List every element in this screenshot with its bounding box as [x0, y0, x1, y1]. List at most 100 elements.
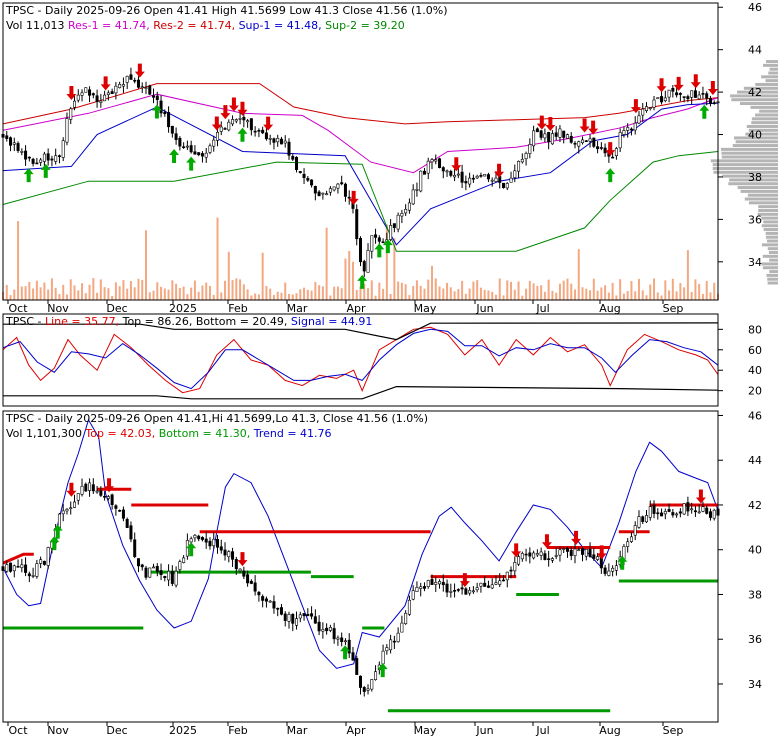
trend-candle-body: [422, 586, 426, 589]
trend-candle-body: [637, 516, 641, 528]
down-arrow-marker: [690, 74, 701, 89]
trend-candle-body: [31, 575, 35, 577]
x-tick-label: Jun: [475, 302, 493, 315]
down-arrow-marker: [605, 142, 616, 157]
price-candle-body: [219, 126, 223, 132]
x-tick-label: Feb: [228, 302, 247, 315]
up-arrow-marker: [382, 239, 393, 254]
trend-candle-body: [434, 582, 438, 585]
price-candle-body: [268, 138, 272, 140]
trend-candle-body: [276, 607, 280, 610]
volume-bar: [269, 288, 272, 300]
price-candle-body: [441, 167, 445, 172]
trend-candle-body: [246, 574, 250, 584]
price-candle-body: [27, 156, 31, 159]
trend-candle-body: [69, 507, 73, 510]
volume-bar: [107, 288, 110, 300]
trend-candle-body: [690, 508, 694, 511]
volume-bar: [235, 278, 238, 300]
trend-candle-body: [279, 607, 283, 615]
volume-bar: [24, 286, 27, 300]
volume-bar: [709, 292, 712, 300]
volume-bar: [566, 278, 569, 300]
price-candle-body: [565, 134, 569, 139]
y-tick-label: 46: [748, 409, 762, 422]
price-candle-body: [656, 97, 660, 100]
price-candle-body: [374, 234, 378, 238]
volume-profile-bar: [733, 136, 778, 140]
volume-bar: [585, 288, 588, 300]
volume-bar: [212, 294, 215, 300]
up-arrow-marker: [40, 163, 51, 178]
volume-bar: [321, 286, 324, 300]
legend-entry: Top = 86.26,: [119, 315, 192, 328]
x-tick-label: Dec: [106, 724, 127, 737]
volume-bar: [532, 283, 535, 300]
volume-bar: [415, 280, 418, 300]
price-candle-body: [189, 145, 193, 153]
x-tick-label: Jul: [535, 302, 549, 315]
trend-candle-body: [483, 582, 487, 587]
down-arrow-marker: [494, 163, 505, 178]
volume-bar: [148, 292, 151, 300]
price-candle-body: [125, 75, 129, 83]
trend-candle-body: [411, 590, 415, 600]
down-arrow-marker: [596, 545, 607, 560]
legend-entry: Res-1 = 41.74,: [64, 19, 149, 32]
price-candle-body: [430, 159, 434, 163]
x-tick-label: Dec: [106, 302, 127, 315]
chart-title-text: TPSC - Daily 2025-09-26 Open 41.41,Hi 41…: [5, 412, 428, 425]
volume-bar: [355, 290, 358, 300]
down-arrow-marker: [100, 76, 111, 91]
x-tick-label: Sep: [663, 302, 684, 315]
price-candle-body: [445, 170, 449, 173]
volume-profile-bar: [763, 220, 778, 224]
trend-candle-body: [118, 510, 122, 512]
x-tick-label: Mar: [287, 724, 308, 737]
trend-candle-body: [400, 622, 404, 633]
trend-candle-body: [607, 570, 611, 576]
volume-profile-bar: [757, 212, 778, 216]
volume-bar: [99, 279, 102, 300]
volume-profile-bar: [728, 182, 778, 186]
volume-bar: [336, 286, 339, 300]
x-tick-label: Oct: [8, 724, 28, 737]
trend-candle-body: [596, 556, 600, 560]
y-tick-label: 80: [748, 323, 762, 336]
trend-candle-body: [302, 613, 306, 617]
volume-bar: [713, 282, 716, 300]
trend-candle-body: [5, 564, 9, 572]
price-candle-body: [174, 133, 178, 140]
price-candle-body: [629, 128, 633, 131]
volume-bar: [314, 281, 317, 300]
panel-frame-2: [2, 313, 719, 407]
trend-candle-body: [65, 508, 69, 512]
trend-candle-body: [39, 559, 43, 564]
price-candle-body: [114, 85, 118, 94]
price-candle-body: [257, 130, 261, 132]
price-candle-body: [42, 153, 46, 162]
y-tick-label: 34: [748, 678, 762, 691]
volume-profile-bar: [751, 117, 778, 121]
trend-candle-body: [490, 584, 494, 589]
price-candle-body: [471, 177, 475, 180]
volume-bar: [412, 286, 415, 300]
x-tick-label: Feb: [228, 724, 247, 737]
trend-candle-body: [362, 687, 366, 692]
volume-bar: [13, 289, 16, 300]
trend-candle-body: [347, 639, 351, 654]
volume-bar: [246, 289, 249, 300]
volume-bar: [427, 279, 430, 300]
volume-profile-bar: [732, 144, 778, 148]
trend-candle-body: [629, 536, 633, 542]
volume-bar: [133, 287, 136, 300]
y-tick-label: 44: [748, 454, 762, 467]
price-candle-body: [347, 196, 351, 199]
volume-bar: [528, 280, 531, 300]
trend-candle-body: [445, 583, 449, 593]
volume-bar: [664, 280, 667, 300]
price-candle-body: [118, 83, 122, 89]
price-candle-body: [261, 129, 265, 134]
down-arrow-marker: [348, 190, 359, 205]
volume-bar: [434, 278, 437, 300]
